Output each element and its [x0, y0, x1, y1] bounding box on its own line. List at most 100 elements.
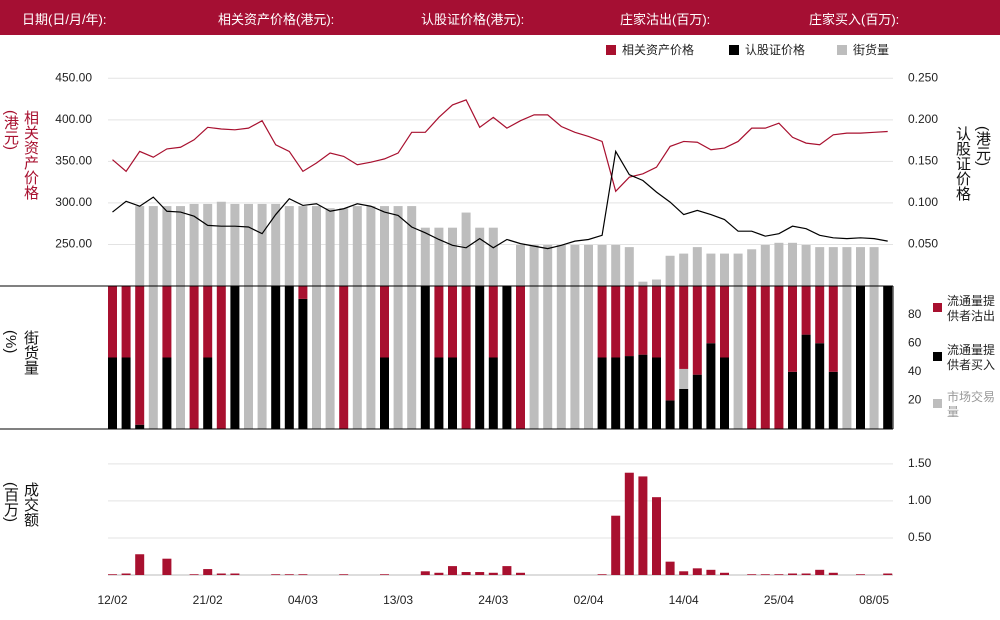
- share-bar: [679, 368, 689, 389]
- y-tick-label: 450.00: [55, 70, 92, 84]
- share-bar: [584, 286, 593, 429]
- bar: [189, 574, 199, 575]
- legend-swatch: [933, 399, 942, 408]
- y-axis-title: 成交额(百万): [2, 482, 39, 527]
- bar: [652, 497, 661, 575]
- share-bar: [516, 286, 525, 429]
- volume-bar: [720, 253, 729, 286]
- share-bar: [448, 286, 457, 358]
- y-tick-label: 250.00: [55, 237, 92, 251]
- share-bar: [570, 286, 580, 429]
- bar: [679, 571, 689, 575]
- share-bar: [189, 286, 199, 429]
- share-bar: [638, 354, 648, 429]
- x-tick-label: 14/04: [669, 593, 699, 607]
- volume-bar: [788, 242, 797, 286]
- legend-label: 市场交易量: [947, 390, 996, 419]
- share-bar: [461, 286, 471, 429]
- y-tick-label: 350.00: [55, 154, 92, 168]
- volume-bar: [407, 206, 417, 286]
- share-bar: [393, 286, 403, 429]
- y2-tick-label: 0.050: [908, 237, 938, 251]
- share-bar: [692, 374, 702, 429]
- share-bar: [720, 286, 729, 358]
- share-bar: [529, 286, 539, 429]
- y-tick-label: 1.00: [908, 493, 932, 507]
- share-bar: [108, 286, 117, 358]
- volume-bar: [244, 203, 253, 286]
- share-bar: [380, 357, 389, 429]
- volume-bar: [692, 247, 702, 286]
- share-bar: [543, 286, 553, 429]
- bar: [121, 573, 131, 575]
- bar: [380, 574, 389, 575]
- volume-bar: [652, 279, 661, 286]
- volume-bar: [461, 212, 471, 286]
- volume-bar: [488, 227, 498, 286]
- share-bar: [556, 286, 566, 429]
- bar: [502, 566, 512, 575]
- volume-bar: [856, 247, 865, 286]
- price-line: [112, 149, 888, 250]
- share-bar: [638, 286, 648, 355]
- share-bar: [216, 286, 226, 429]
- x-tick-label: 12/02: [97, 593, 127, 607]
- header-label: 庄家沽出(百万):: [620, 12, 711, 27]
- y-axis-title: 街货量(%): [2, 330, 39, 375]
- share-bar: [502, 286, 512, 429]
- y-axis-title: 相关资产价格(港元): [2, 110, 39, 200]
- legend-swatch: [729, 45, 739, 55]
- share-bar: [883, 286, 893, 429]
- share-bar: [434, 357, 444, 429]
- share-bar: [801, 334, 811, 429]
- share-bar: [652, 286, 661, 358]
- volume-bar: [284, 206, 294, 286]
- volume-bar: [230, 203, 240, 286]
- volume-bar: [774, 242, 784, 286]
- share-bar: [611, 286, 621, 358]
- volume-bar: [366, 206, 376, 286]
- bar: [448, 566, 457, 575]
- legend-swatch: [933, 352, 942, 361]
- header-label: 相关资产价格(港元):: [218, 12, 335, 27]
- share-bar: [271, 286, 281, 429]
- bar: [135, 554, 145, 575]
- share-bar: [108, 357, 117, 429]
- share-bar: [692, 286, 702, 375]
- y-tick-label: 400.00: [55, 112, 92, 126]
- y-tick-label: 80: [908, 307, 922, 321]
- bar: [434, 572, 444, 575]
- share-bar: [774, 286, 784, 429]
- volume-bar: [148, 206, 158, 286]
- volume-bar: [869, 247, 879, 286]
- bar: [828, 572, 838, 575]
- bar: [216, 573, 226, 575]
- bar: [638, 476, 648, 575]
- share-bar: [801, 286, 811, 335]
- legend-label: 流通量提供者沽出: [947, 294, 996, 323]
- share-bar: [624, 356, 634, 429]
- header-label: 庄家买入(百万):: [809, 12, 900, 27]
- volume-bar: [556, 244, 566, 286]
- bar: [597, 574, 607, 575]
- bar: [162, 558, 172, 575]
- volume-bar: [352, 206, 362, 286]
- volume-bar: [448, 227, 457, 286]
- share-bar: [815, 286, 825, 344]
- share-bar: [869, 286, 879, 429]
- x-tick-label: 21/02: [193, 593, 223, 607]
- bar: [420, 571, 430, 575]
- share-bar: [366, 286, 376, 429]
- share-bar: [788, 286, 797, 372]
- volume-bar: [516, 244, 525, 286]
- x-tick-label: 25/04: [764, 593, 794, 607]
- volume-bar: [420, 227, 430, 286]
- y-tick-label: 1.50: [908, 456, 932, 470]
- share-bar: [679, 286, 689, 369]
- bar: [706, 569, 716, 575]
- x-tick-label: 08/05: [859, 593, 889, 607]
- x-tick-label: 02/04: [573, 593, 603, 607]
- bar: [516, 572, 525, 575]
- bar: [271, 574, 281, 575]
